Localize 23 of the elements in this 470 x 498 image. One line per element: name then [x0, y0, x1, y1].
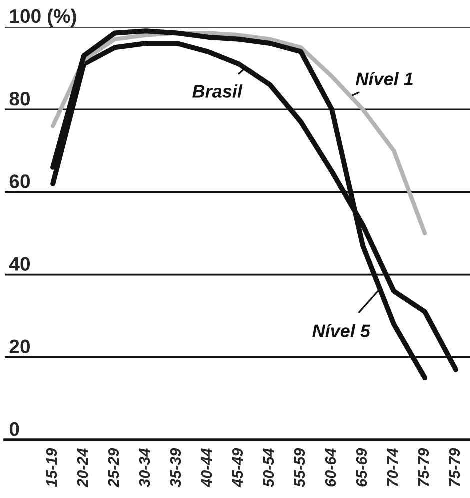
series-label: Nível 1 — [356, 72, 413, 86]
x-tick-label: 35-39 — [170, 448, 182, 488]
x-tick-label: 25-29 — [108, 448, 120, 488]
y-tick-label: 100 (%) — [10, 8, 76, 27]
y-tick-label: 0 — [10, 422, 20, 436]
x-tick-label: 40-44 — [201, 448, 212, 488]
x-tick-label: 55-59 — [294, 448, 306, 488]
y-tick-label: 40 — [9, 257, 30, 271]
legend-label: Brasil — [192, 84, 243, 98]
x-tick-label: 60-64 — [325, 448, 336, 487]
x-tick-label: 70-74 — [387, 448, 398, 486]
y-tick-label: 20 — [10, 340, 30, 354]
y-tick-label: 60 — [10, 174, 30, 188]
x-tick-label: 75-79 — [449, 448, 460, 486]
x-tick-label: 15-19 — [46, 448, 58, 488]
legend-label: Nível 5 — [312, 324, 371, 338]
x-tick-label: 45-49 — [232, 448, 244, 488]
x-tick-label: 30-34 — [139, 448, 150, 488]
y-tick-label: 80 — [10, 92, 30, 106]
x-tick-label: 50-54 — [263, 448, 274, 488]
x-tick-label: 75-79 — [418, 448, 430, 486]
x-tick-label: 65-69 — [356, 448, 368, 487]
x-tick-label: 20-24 — [77, 448, 88, 488]
